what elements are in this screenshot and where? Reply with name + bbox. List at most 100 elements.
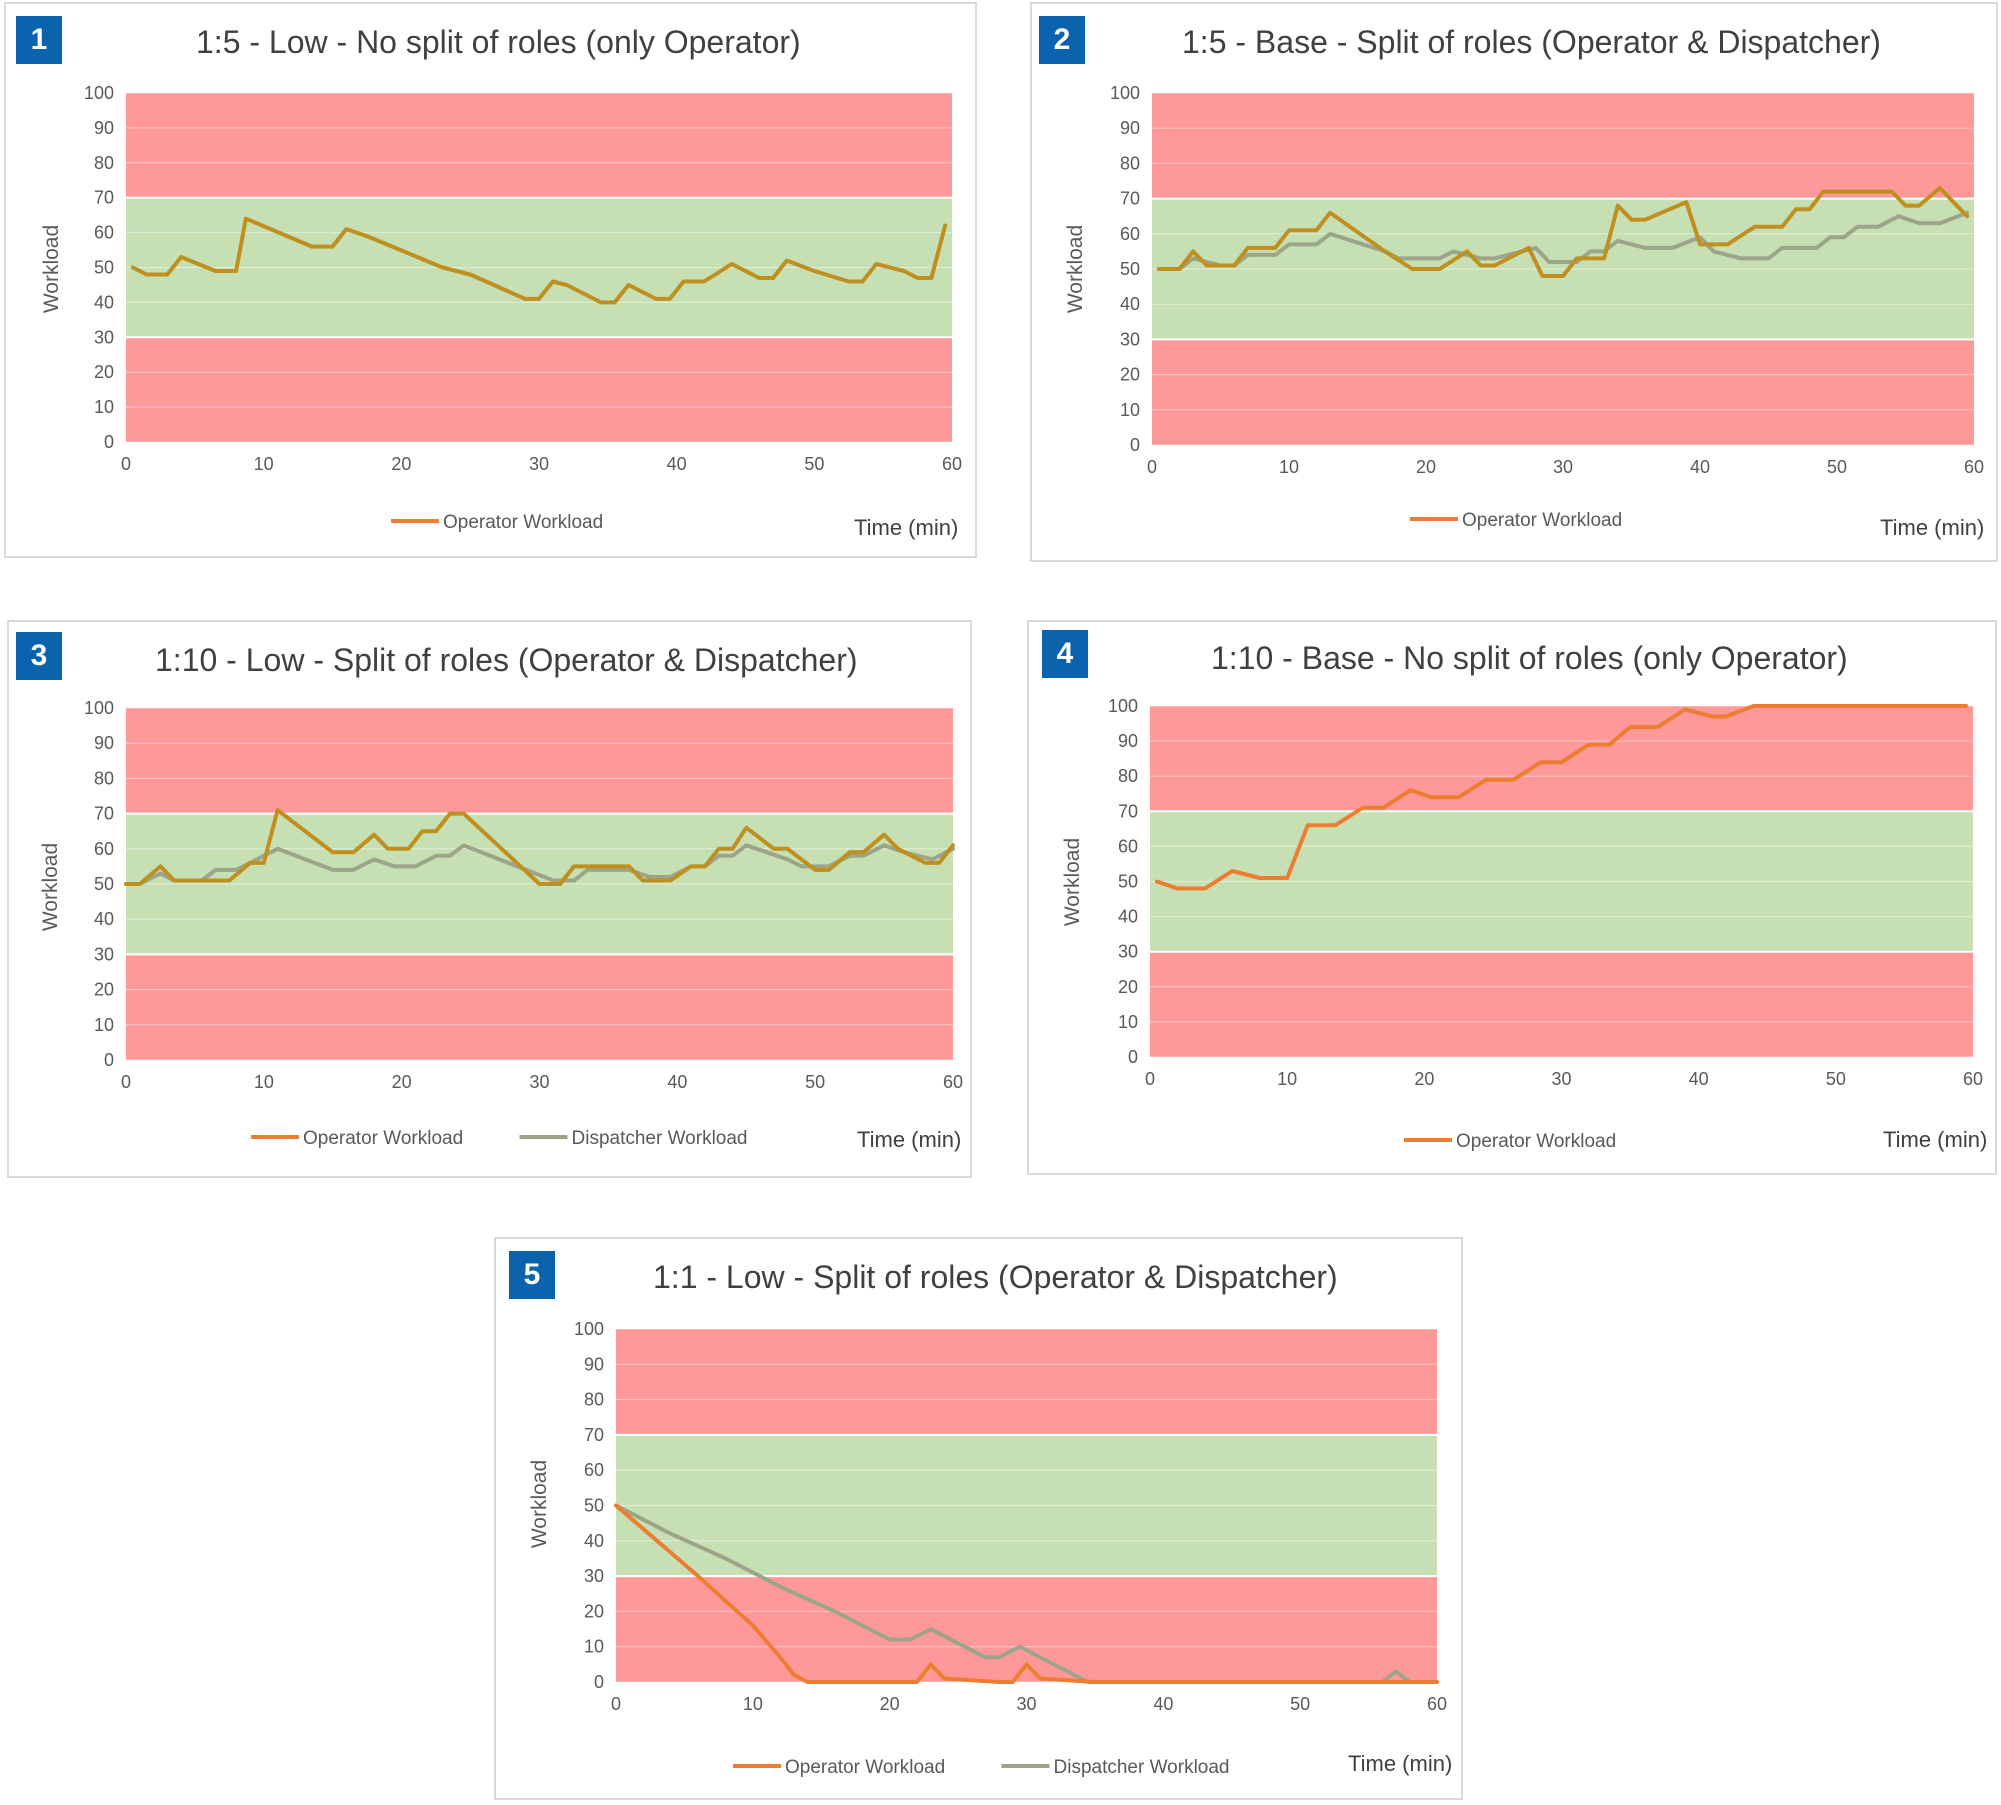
legend-label: Operator Workload bbox=[785, 1757, 945, 1778]
y-tick-label: 50 bbox=[94, 874, 114, 894]
x-tick-label: 50 bbox=[805, 1072, 825, 1092]
y-tick-label: 30 bbox=[94, 944, 114, 964]
y-axis-label: Workload bbox=[1061, 838, 1084, 926]
safe-zone bbox=[616, 1434, 1437, 1577]
chart-plot-1: 0 10 20 30 40 50 60 70 80 90 100 0 10 20 30 40 50 60 Workl… bbox=[40, 83, 962, 533]
chart-panel-5: 5 1:1 - Low - Split of roles (Operator &… bbox=[494, 1237, 1463, 1800]
x-tick-label: 50 bbox=[804, 454, 824, 474]
x-tick-label: 60 bbox=[1964, 457, 1984, 477]
safe-zone bbox=[1150, 811, 1973, 952]
y-tick-label: 20 bbox=[584, 1601, 604, 1621]
danger-zone-high bbox=[1152, 93, 1974, 199]
x-tick-label: 60 bbox=[943, 1072, 963, 1092]
x-tick-label: 10 bbox=[1279, 457, 1299, 477]
y-tick-label: 90 bbox=[1120, 118, 1140, 138]
x-tick-label: 20 bbox=[1414, 1069, 1434, 1089]
chart-panel-1: 1 1:5 - Low - No split of roles (only Op… bbox=[4, 2, 977, 558]
y-tick-label: 60 bbox=[1120, 224, 1140, 244]
y-tick-label: 0 bbox=[1128, 1047, 1138, 1067]
danger-zone-high bbox=[616, 1329, 1437, 1435]
x-tick-label: 50 bbox=[1826, 1069, 1846, 1089]
y-tick-label: 40 bbox=[1118, 907, 1138, 927]
x-tick-label: 0 bbox=[121, 1072, 131, 1092]
y-tick-label: 50 bbox=[584, 1496, 604, 1516]
x-axis-label: Time (min) bbox=[857, 1127, 962, 1152]
y-tick-label: 0 bbox=[594, 1672, 604, 1692]
y-tick-label: 70 bbox=[1120, 189, 1140, 209]
operator-workload-line bbox=[130, 216, 948, 305]
y-tick-label: 60 bbox=[94, 223, 114, 243]
x-axis-label: Time (min) bbox=[1880, 515, 1985, 540]
danger-zone-high bbox=[126, 93, 952, 198]
y-tick-label: 80 bbox=[1118, 766, 1138, 786]
y-tick-label: 10 bbox=[584, 1637, 604, 1657]
chart-panel-2: 2 1:5 - Base - Split of roles (Operator … bbox=[1030, 2, 1998, 562]
legend-label: Dispatcher Workload bbox=[1054, 1757, 1230, 1778]
operator-workload-line bbox=[124, 808, 955, 886]
y-tick-label: 60 bbox=[94, 839, 114, 859]
x-tick-label: 20 bbox=[1416, 457, 1436, 477]
y-axis-label: Workload bbox=[40, 225, 63, 313]
y-tick-label: 100 bbox=[574, 1319, 604, 1339]
chart-title: 1:5 - Low - No split of roles (only Oper… bbox=[196, 24, 801, 60]
chart-panel-3: 3 1:10 - Low - Split of roles (Operator … bbox=[7, 620, 972, 1178]
y-tick-label: 70 bbox=[94, 804, 114, 824]
x-tick-label: 30 bbox=[529, 1072, 549, 1092]
y-tick-label: 20 bbox=[1120, 365, 1140, 385]
y-tick-label: 100 bbox=[1110, 83, 1140, 103]
y-tick-label: 50 bbox=[1118, 872, 1138, 892]
dispatcher-workload-line bbox=[1156, 210, 1970, 271]
legend-label: Operator Workload bbox=[443, 512, 603, 533]
chart-panel-4: 4 1:10 - Base - No split of roles (only … bbox=[1027, 620, 1997, 1175]
x-tick-label: 10 bbox=[254, 454, 274, 474]
y-tick-label: 10 bbox=[1118, 1012, 1138, 1032]
chart-plot-2: 0 10 20 30 40 50 60 70 80 90 100 0 10 20 30 40 50 60 Workl… bbox=[1064, 83, 1984, 531]
x-axis-label: Time (min) bbox=[854, 515, 959, 540]
panel-number-badge: 3 bbox=[16, 632, 62, 680]
y-tick-label: 100 bbox=[84, 698, 114, 718]
x-tick-label: 40 bbox=[1153, 1694, 1173, 1714]
legend-label: Operator Workload bbox=[1462, 510, 1622, 531]
y-tick-label: 10 bbox=[94, 397, 114, 417]
chart-title: 1:1 - Low - Split of roles (Operator & D… bbox=[653, 1259, 1338, 1295]
chart-title: 1:5 - Base - Split of roles (Operator & … bbox=[1182, 24, 1881, 60]
safe-zone bbox=[126, 197, 952, 338]
y-axis-label: Workload bbox=[1064, 225, 1087, 313]
y-tick-label: 10 bbox=[94, 1015, 114, 1035]
y-axis-label: Workload bbox=[39, 843, 62, 931]
y-tick-label: 0 bbox=[104, 432, 114, 452]
x-tick-label: 50 bbox=[1290, 1694, 1310, 1714]
x-axis-label: Time (min) bbox=[1883, 1127, 1988, 1152]
panel-number-badge: 4 bbox=[1042, 630, 1088, 678]
operator-workload-line bbox=[1156, 186, 1970, 278]
y-tick-label: 80 bbox=[94, 153, 114, 173]
y-tick-label: 40 bbox=[94, 292, 114, 312]
legend-label: Dispatcher Workload bbox=[572, 1128, 748, 1149]
y-tick-label: 80 bbox=[94, 768, 114, 788]
y-tick-label: 20 bbox=[94, 362, 114, 382]
danger-zone-low bbox=[1150, 951, 1973, 1057]
x-tick-label: 0 bbox=[1145, 1069, 1155, 1089]
y-tick-label: 100 bbox=[1108, 696, 1138, 716]
x-tick-label: 40 bbox=[667, 1072, 687, 1092]
danger-zone-low bbox=[126, 954, 953, 1060]
x-tick-label: 30 bbox=[1553, 457, 1573, 477]
x-tick-label: 10 bbox=[1277, 1069, 1297, 1089]
y-tick-label: 70 bbox=[1118, 801, 1138, 821]
y-tick-label: 50 bbox=[94, 258, 114, 278]
x-tick-label: 10 bbox=[254, 1072, 274, 1092]
x-tick-label: 60 bbox=[1427, 1694, 1447, 1714]
panel-number-badge: 2 bbox=[1039, 16, 1085, 64]
x-tick-label: 20 bbox=[880, 1694, 900, 1714]
chart-title: 1:10 - Base - No split of roles (only Op… bbox=[1211, 640, 1848, 676]
panel-number-badge: 1 bbox=[16, 16, 62, 64]
y-tick-label: 80 bbox=[1120, 153, 1140, 173]
chart-plot-4: 0 10 20 30 40 50 60 70 80 90 100 0 10 20 30 40 50 60 Workl… bbox=[1061, 696, 1983, 1152]
operator-workload-line bbox=[614, 1503, 1439, 1684]
x-tick-label: 30 bbox=[1016, 1694, 1036, 1714]
safe-zone bbox=[1152, 198, 1974, 340]
y-axis-label: Workload bbox=[528, 1460, 551, 1548]
y-tick-label: 30 bbox=[94, 327, 114, 347]
x-tick-label: 10 bbox=[743, 1694, 763, 1714]
panel-number-badge: 5 bbox=[509, 1251, 555, 1299]
